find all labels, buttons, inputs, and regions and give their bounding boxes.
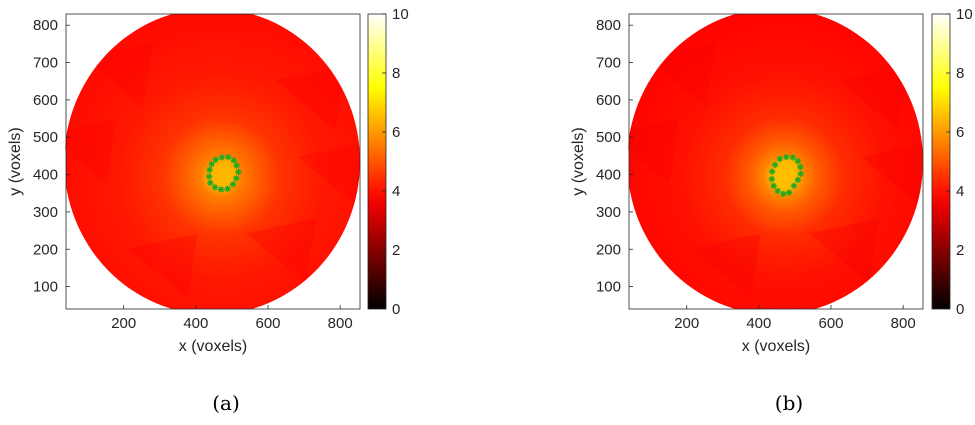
boundary-marker (789, 154, 796, 161)
colorbar-tick-label: 0 (392, 301, 400, 318)
axes-box (65, 13, 361, 310)
boundary-marker (218, 154, 226, 161)
y-tick-label: 300 (596, 204, 621, 221)
y-tick-label: 700 (596, 55, 621, 72)
boundary-marker (233, 162, 240, 169)
x-tick-label: 600 (818, 315, 843, 332)
colorbar-tick-label: 8 (956, 65, 964, 82)
boundary-marker (783, 153, 790, 161)
heatmap-field (627, 14, 923, 309)
boundary-marker (208, 160, 215, 168)
boundary-marker (790, 182, 798, 189)
x-tick-label: 200 (111, 315, 136, 332)
colorbar-tick-label: 0 (956, 301, 964, 318)
boundary-marker (206, 166, 213, 173)
boundary-marker (797, 163, 804, 171)
boundary-marker (225, 153, 232, 161)
colorbar: 0 2 4 6 8 10 (931, 6, 973, 318)
boundary-marker (212, 156, 219, 163)
mesh-facet (64, 118, 117, 184)
boundary-marker (780, 190, 787, 198)
boundary-marker (235, 168, 242, 176)
x-tick-label: 800 (328, 315, 353, 332)
colorbar: 0 2 4 6 8 10 (367, 6, 409, 318)
x-axis-label: x (voxels) (179, 338, 247, 355)
y-tick-label: 800 (596, 17, 621, 34)
colorbar-scale (931, 13, 951, 310)
boundary-marker (206, 173, 213, 180)
colorbar-tick-label: 8 (392, 65, 400, 82)
y-tick-label: 600 (596, 92, 621, 109)
boundary-marker (794, 157, 802, 165)
boundary-marker (785, 189, 793, 196)
y-tick-label: 400 (596, 167, 621, 184)
y-axis-label: y (voxels) (7, 127, 24, 195)
panel-caption: (b) (775, 391, 803, 415)
boundary-marker (794, 176, 802, 183)
mesh-facet (297, 141, 360, 207)
colorbar-tick-label: 10 (956, 6, 973, 23)
y-tick-label: 300 (33, 204, 58, 221)
colorbar-tick-label: 2 (956, 242, 964, 259)
y-tick-label: 100 (33, 279, 58, 296)
colorbar-tick-label: 6 (392, 124, 400, 141)
colorbar-scale (367, 13, 387, 310)
colorbar-tick-label: 10 (392, 6, 409, 23)
boundary-marker (769, 168, 776, 175)
boundary-marker (224, 185, 231, 192)
colorbar-tick-label: 2 (392, 242, 400, 259)
colorbar-tick-label: 4 (956, 183, 964, 200)
boundary-marker (776, 155, 783, 163)
y-tick-label: 200 (596, 241, 621, 258)
boundary-marker (229, 181, 237, 188)
mesh-facet (627, 118, 680, 184)
boundary-marker (770, 182, 777, 189)
boundary-markers (206, 153, 242, 193)
heatmap-field (64, 14, 360, 309)
x-tick-label: 200 (674, 315, 699, 332)
boundary-marker (233, 175, 240, 182)
boundary-marker (230, 157, 237, 164)
y-tick-label: 700 (33, 55, 58, 72)
mesh-facet (690, 233, 761, 299)
x-tick-label: 800 (891, 315, 916, 332)
y-tick-label: 500 (33, 129, 58, 146)
heatmap-background (629, 14, 923, 309)
mesh-facet (246, 218, 317, 284)
mesh-facet (860, 141, 923, 207)
boundary-marker (207, 179, 214, 186)
boundary-marker (211, 184, 219, 191)
x-tick-label: 400 (746, 315, 771, 332)
y-tick-label: 800 (33, 17, 58, 34)
heatmap-background (66, 14, 360, 309)
boundary-marker (768, 175, 776, 183)
boundary-marker (774, 187, 781, 195)
boundary-marker (797, 170, 804, 178)
mesh-facet (809, 218, 880, 284)
x-tick-label: 400 (183, 315, 208, 332)
boundary-markers (768, 153, 804, 198)
mesh-facet (838, 65, 909, 131)
boundary-marker (217, 186, 225, 193)
hotspot-core (208, 156, 240, 191)
mesh-facet (127, 233, 198, 299)
x-axis-label: x (voxels) (742, 338, 810, 355)
y-tick-label: 600 (33, 92, 58, 109)
y-tick-label: 500 (596, 129, 621, 146)
panel-caption: (a) (212, 391, 240, 415)
y-tick-label: 200 (33, 241, 58, 258)
x-tick-label: 600 (255, 315, 280, 332)
y-tick-label: 400 (33, 167, 58, 184)
mesh-facet (275, 65, 346, 131)
boundary-marker (771, 161, 779, 169)
colorbar-tick-label: 4 (392, 183, 400, 200)
y-axis-label: y (voxels) (570, 127, 587, 195)
y-tick-label: 100 (596, 279, 621, 296)
axes-box (628, 13, 924, 310)
colorbar-tick-label: 6 (956, 124, 964, 141)
